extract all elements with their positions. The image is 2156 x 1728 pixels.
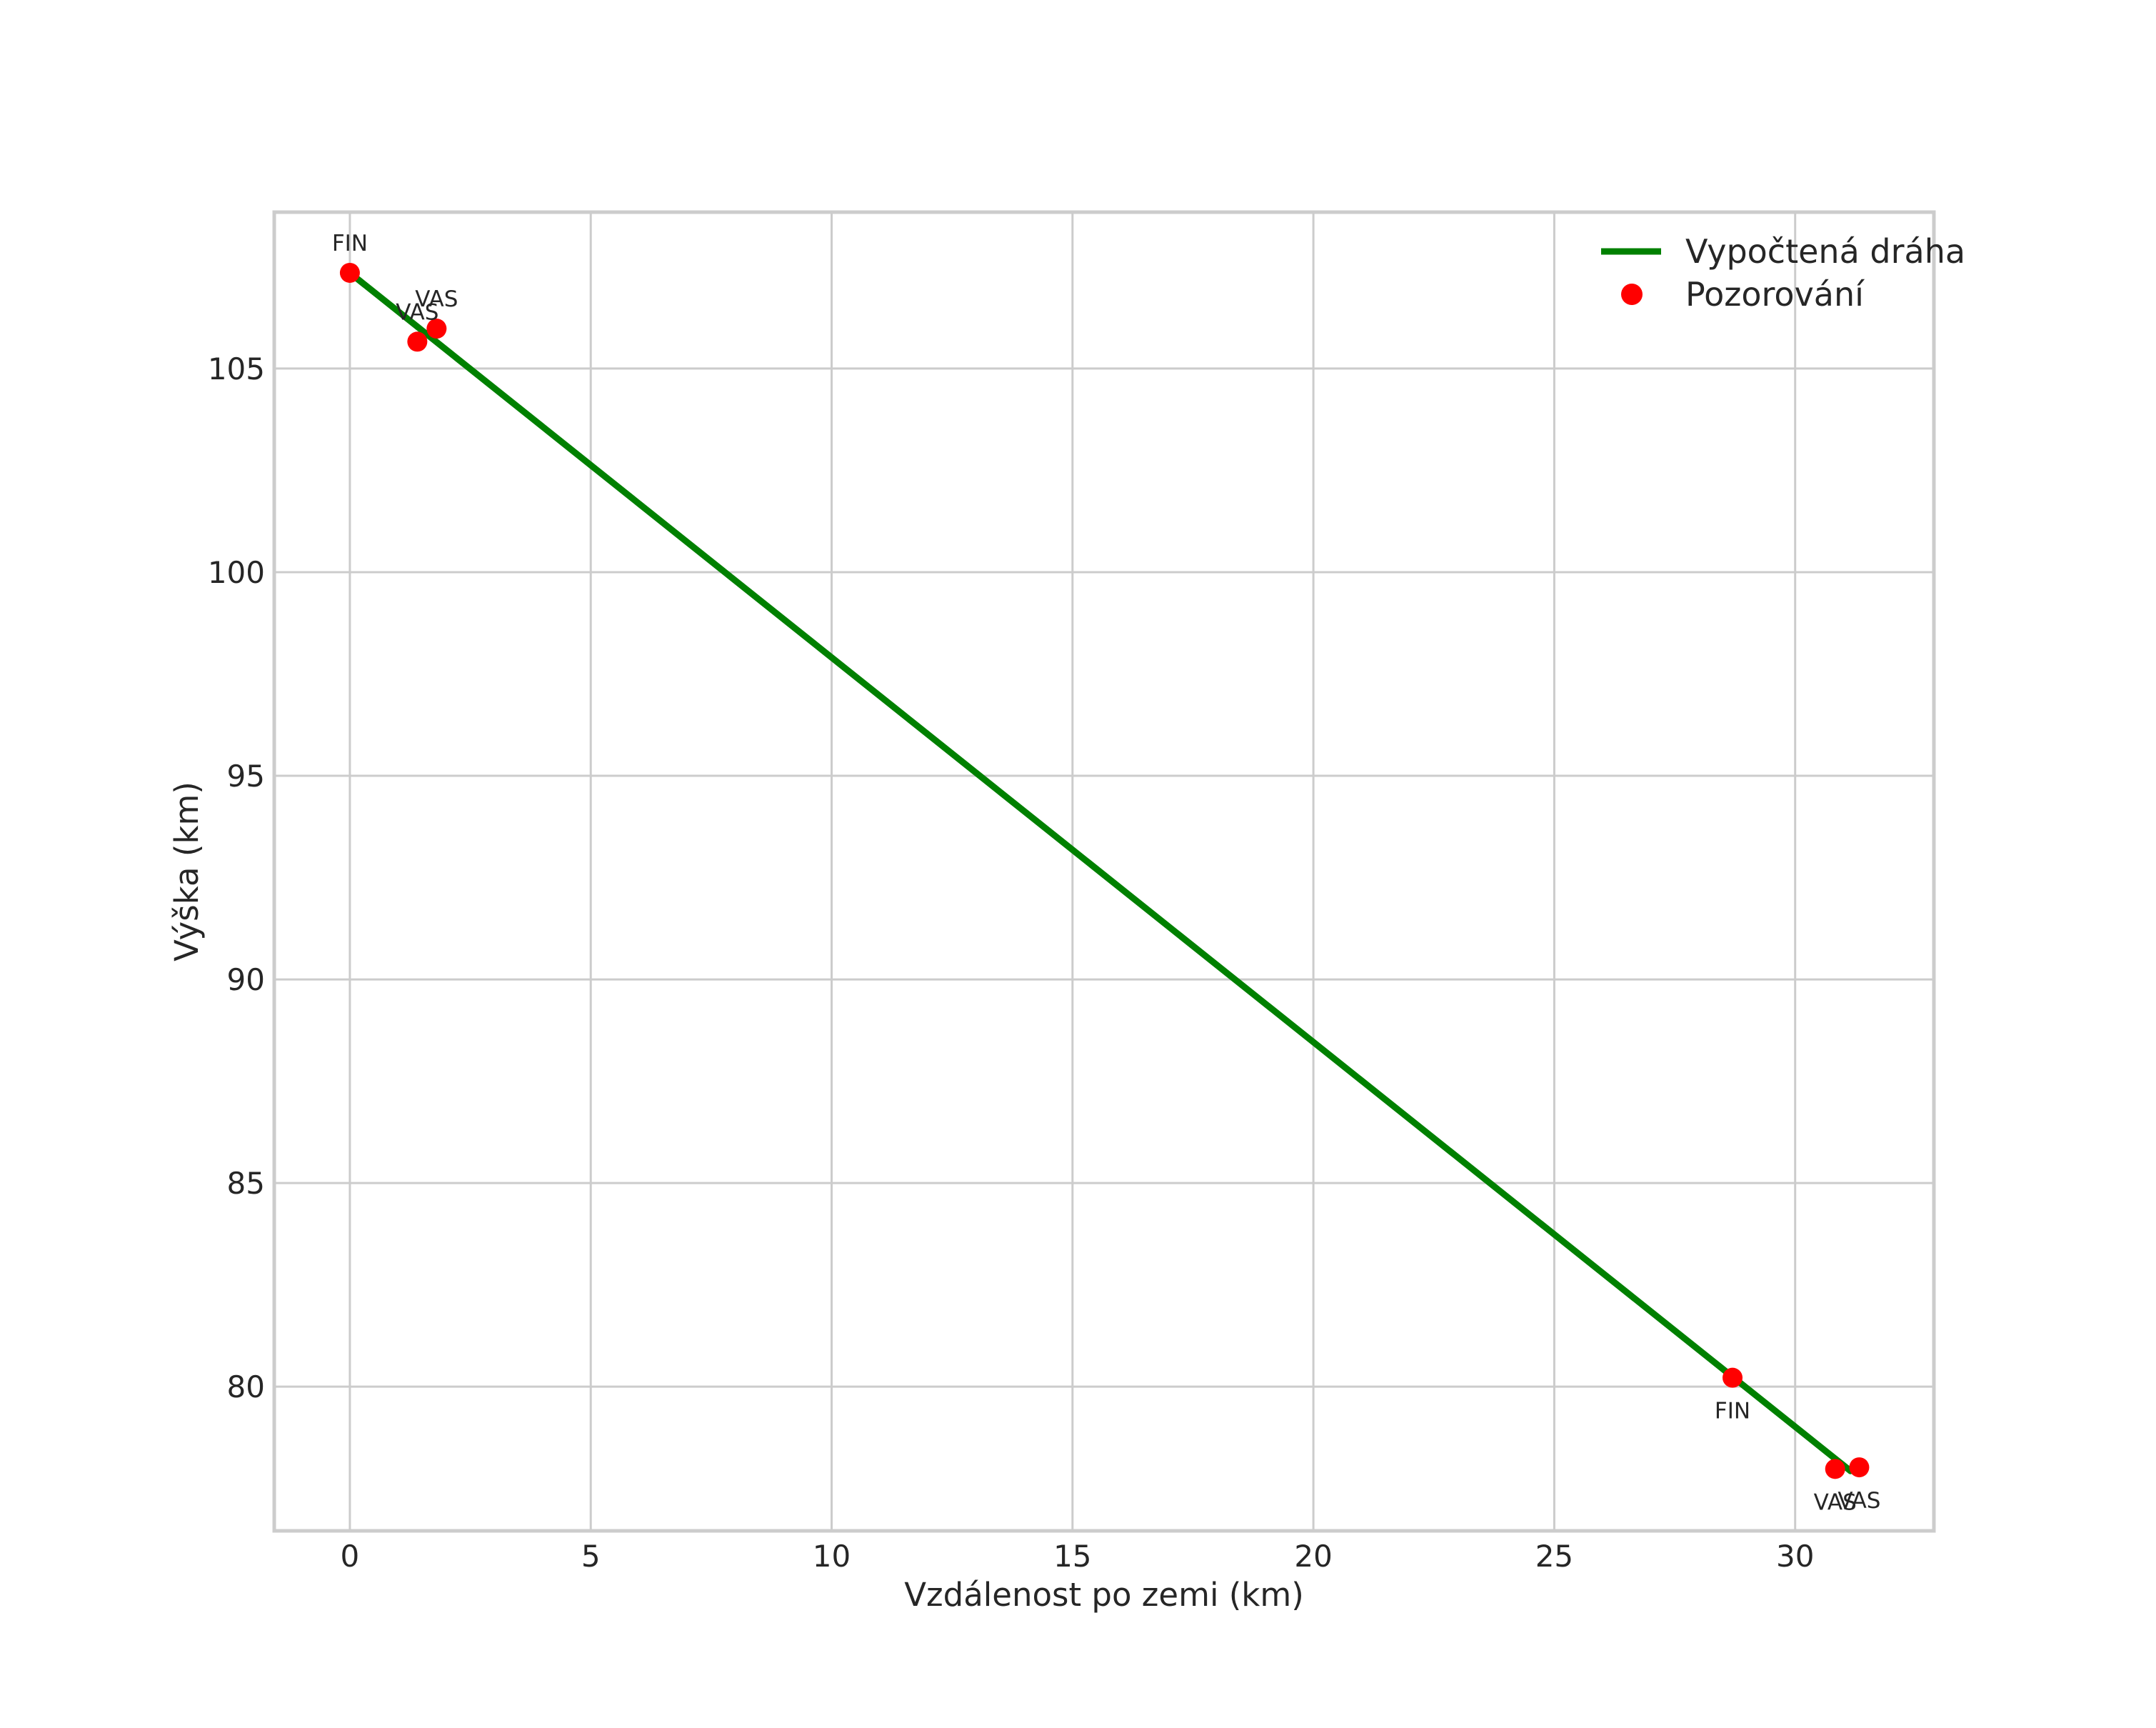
point-label: VAS bbox=[396, 299, 438, 325]
point-label: FIN bbox=[1715, 1399, 1750, 1424]
observation-point bbox=[426, 319, 447, 339]
observation-point bbox=[339, 262, 360, 283]
point-label: VAS bbox=[415, 286, 458, 312]
plot-border bbox=[272, 210, 1936, 1533]
x-tick-label: 20 bbox=[1294, 1539, 1332, 1574]
x-tick-label: 10 bbox=[813, 1539, 851, 1574]
observation-point bbox=[1849, 1457, 1870, 1478]
legend: Vypočtená dráha Pozorování bbox=[1601, 232, 1965, 314]
y-tick-label: 80 bbox=[227, 1369, 265, 1404]
x-axis-label: Vzdálenost po zemi (km) bbox=[904, 1576, 1304, 1614]
observation-point bbox=[1825, 1459, 1845, 1479]
x-tick-label: 25 bbox=[1535, 1539, 1573, 1574]
x-tick-label: 0 bbox=[341, 1539, 360, 1574]
observation-point bbox=[407, 331, 428, 352]
y-tick-label: 105 bbox=[208, 351, 265, 386]
x-tick-label: 30 bbox=[1776, 1539, 1814, 1574]
legend-dot-label: Pozorování bbox=[1685, 275, 1865, 314]
legend-dot-sample bbox=[1621, 284, 1643, 305]
y-tick-label: 90 bbox=[227, 962, 265, 997]
point-label: VAS bbox=[1837, 1488, 1880, 1514]
y-tick-label: 95 bbox=[227, 759, 265, 794]
point-label: VAS bbox=[1814, 1489, 1857, 1515]
y-tick-label: 85 bbox=[227, 1166, 265, 1201]
y-tick-label: 100 bbox=[208, 555, 265, 590]
x-tick-label: 15 bbox=[1053, 1539, 1091, 1574]
observation-point bbox=[1723, 1367, 1743, 1388]
trajectory-line bbox=[346, 269, 1854, 1474]
legend-line-label: Vypočtená dráha bbox=[1685, 232, 1965, 271]
x-tick-label: 5 bbox=[581, 1539, 601, 1574]
point-label: FIN bbox=[332, 231, 368, 256]
y-axis-label: Výška (km) bbox=[168, 781, 206, 962]
